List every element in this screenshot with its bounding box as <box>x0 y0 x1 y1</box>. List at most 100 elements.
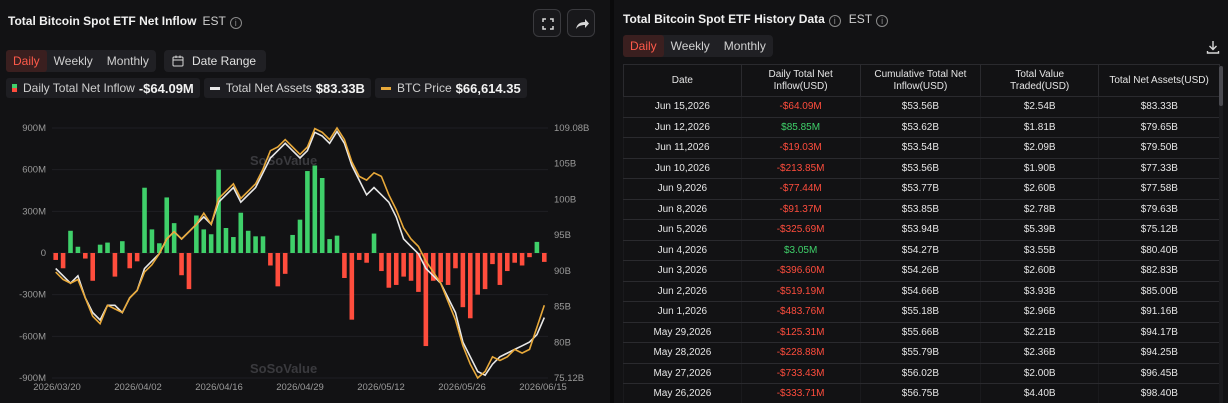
col-daily-inflow[interactable]: Daily Total Net Inflow(USD) <box>740 64 861 97</box>
history-tab-daily[interactable]: Daily <box>623 35 664 57</box>
right-axis-tick: 80B <box>554 337 571 348</box>
inflow-bar <box>393 253 399 285</box>
inflow-bar <box>268 253 273 266</box>
inflow-bar <box>312 165 318 253</box>
tab-monthly[interactable]: Monthly <box>106 54 149 68</box>
cell-date: Jun 4,2026 <box>623 240 742 261</box>
x-axis-tick: 2026/03/20 <box>33 382 81 393</box>
left-axis-tick: -600M <box>19 331 46 342</box>
cell-value-traded: $2.54B <box>980 96 1099 118</box>
cell-date: Jun 8,2026 <box>623 199 742 220</box>
table-row[interactable]: Jun 4,2026 $3.05M $54.27B $3.55B $80.40B <box>623 240 1220 261</box>
left-axis-tick: 600M <box>22 165 46 176</box>
table-row[interactable]: Jun 2,2026 -$519.19M $54.66B $3.93B $85.00B <box>623 281 1220 302</box>
table-scrollbar-track[interactable] <box>1219 66 1223 403</box>
right-axis-tick: 75.12B <box>554 373 584 384</box>
legend-net-assets[interactable]: Total Net Assets $83.33B <box>203 78 371 98</box>
table-row[interactable]: Jun 10,2026 -$213.85M $53.56B $1.90B $77.33B <box>623 158 1220 179</box>
col-net-assets[interactable]: Total Net Assets(USD) <box>1098 64 1220 97</box>
legend-net-inflow-label: Daily Total Net Inflow <box>23 81 135 95</box>
legend-btc-price-value: $66,614.35 <box>455 80 521 96</box>
cell-value-traded: $3.55B <box>980 240 1099 261</box>
inflow-bar <box>386 253 392 288</box>
inflow-bar <box>75 246 81 253</box>
cell-net-assets: $79.63B <box>1098 199 1220 220</box>
cell-date: Jun 1,2026 <box>623 301 742 323</box>
interval-tabs: Daily Weekly Monthly <box>6 50 156 72</box>
history-tab-weekly[interactable]: Weekly <box>670 39 710 53</box>
tab-weekly[interactable]: Weekly <box>53 54 93 68</box>
inflow-bar <box>201 229 207 253</box>
table-row[interactable]: May 28,2026 -$228.88M $55.79B $2.36B $94.25B <box>623 342 1220 364</box>
cell-value-traded: $5.39B <box>980 219 1099 241</box>
history-title: Total Bitcoin Spot ETF History Data i EST i <box>623 12 889 27</box>
cell-net-assets: $94.17B <box>1098 322 1220 343</box>
download-icon[interactable] <box>1205 39 1221 55</box>
table-row[interactable]: Jun 15,2026 -$64.09M $53.56B $2.54B $83.33B <box>623 96 1220 118</box>
table-row[interactable]: May 27,2026 -$733.43M $56.02B $2.00B $96.45B <box>623 363 1220 384</box>
col-value-traded[interactable]: Total Value Traded(USD) <box>980 64 1100 97</box>
inflow-bar <box>490 253 495 265</box>
cell-daily-inflow: -$333.71M <box>740 383 861 403</box>
table-row[interactable]: Jun 5,2026 -$325.69M $53.94B $5.39B $75.12B <box>623 219 1220 241</box>
tab-daily[interactable]: Daily <box>6 50 47 72</box>
legend-net-inflow[interactable]: Daily Total Net Inflow -$64.09M <box>6 78 200 98</box>
cell-value-traded: $2.09B <box>980 137 1099 159</box>
cell-daily-inflow: -$733.43M <box>740 363 861 384</box>
date-range-button[interactable]: Date Range <box>164 50 267 72</box>
inflow-bar <box>83 253 88 259</box>
inflow-bar <box>334 235 340 253</box>
cell-net-assets: $94.25B <box>1098 342 1220 364</box>
inflow-bar <box>416 253 421 292</box>
cell-value-traded: $2.60B <box>980 260 1099 282</box>
cell-date: May 28,2026 <box>623 342 742 364</box>
table-row[interactable]: May 26,2026 -$333.71M $56.75B $4.40B $98.40B <box>623 383 1220 403</box>
cell-cumulative: $55.18B <box>859 301 981 323</box>
inflow-bar <box>275 253 281 287</box>
table-row[interactable]: Jun 12,2026 $85.85M $53.62B $1.81B $79.65B <box>623 117 1220 138</box>
cell-net-assets: $82.83B <box>1098 260 1220 282</box>
cell-value-traded: $2.78B <box>980 199 1099 220</box>
fullscreen-button[interactable] <box>533 9 561 37</box>
inflow-bar <box>253 236 258 253</box>
timezone-info-icon[interactable]: i <box>876 15 889 27</box>
inflow-bar <box>305 171 310 253</box>
net-inflow-swatch <box>12 84 17 92</box>
table-row[interactable]: Jun 11,2026 -$19.03M $53.54B $2.09B $79.50B <box>623 137 1220 159</box>
inflow-bar <box>327 239 332 253</box>
x-axis-tick: 2026/05/26 <box>438 382 486 393</box>
table-row[interactable]: Jun 8,2026 -$91.37M $53.85B $2.78B $79.63B <box>623 199 1220 220</box>
table-row[interactable]: Jun 9,2026 -$77.44M $53.77B $2.60B $77.58B <box>623 178 1220 200</box>
cell-net-assets: $98.40B <box>1098 383 1220 403</box>
calendar-icon <box>172 55 184 67</box>
share-button[interactable] <box>567 9 595 37</box>
chart-title-text: Total Bitcoin Spot ETF Net Inflow <box>8 14 197 28</box>
history-tab-monthly[interactable]: Monthly <box>723 39 766 53</box>
inflow-bar <box>534 241 540 253</box>
inflow-bar <box>216 169 221 253</box>
right-axis-tick: 105B <box>554 159 576 170</box>
col-cumulative-inflow[interactable]: Cumulative Total Net Inflow(USD) <box>859 64 982 97</box>
table-row[interactable]: Jun 1,2026 -$483.76M $55.18B $2.96B $91.16B <box>623 301 1220 323</box>
legend-btc-price[interactable]: BTC Price $66,614.35 <box>374 78 527 98</box>
cell-date: Jun 12,2026 <box>623 117 742 138</box>
col-date[interactable]: Date <box>623 64 742 97</box>
btc-price-swatch <box>380 86 391 90</box>
table-row[interactable]: Jun 3,2026 -$396.60M $54.26B $2.60B $82.83B <box>623 260 1220 282</box>
history-title-text: Total Bitcoin Spot ETF History Data <box>623 12 825 26</box>
cell-cumulative: $53.56B <box>859 158 981 179</box>
table-row[interactable]: May 29,2026 -$125.31M $55.66B $2.21B $94.17B <box>623 322 1220 343</box>
cell-date: Jun 5,2026 <box>623 219 742 241</box>
inflow-bar <box>194 215 199 253</box>
table-scrollbar-thumb[interactable] <box>1219 66 1223 106</box>
inflow-bar <box>127 253 133 269</box>
inflow-bar <box>423 253 429 347</box>
right-axis-tick: 90B <box>554 266 571 277</box>
history-info-icon[interactable]: i <box>828 15 841 27</box>
net-assets-swatch <box>209 86 220 90</box>
info-icon[interactable]: i <box>229 17 242 29</box>
net-inflow-chart[interactable]: 900M 600M 300M 0 -300M -600M -900M 109.08B 105B 1… <box>0 103 610 403</box>
inflow-bar <box>68 230 73 253</box>
inflow-bar <box>290 234 295 253</box>
inflow-bar <box>475 253 480 295</box>
